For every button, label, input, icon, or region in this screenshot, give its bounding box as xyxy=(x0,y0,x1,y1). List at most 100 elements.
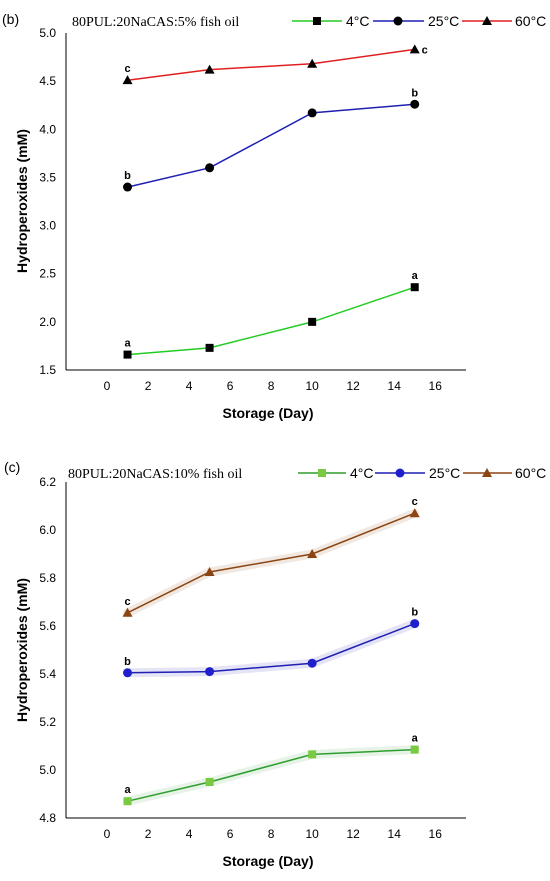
data-point-circle xyxy=(410,619,420,629)
y-tick-label: 6.0 xyxy=(39,523,56,537)
significance-label: a xyxy=(412,270,419,282)
data-point-circle xyxy=(307,658,317,668)
legend-label-25c-c: 25°C xyxy=(429,465,460,481)
y-tick-label: 5.6 xyxy=(39,619,56,633)
chart-title-b: 80PUL:20NaCAS:5% fish oil xyxy=(72,15,239,30)
data-point-triangle xyxy=(409,44,420,54)
significance-label: c xyxy=(422,44,428,56)
data-point-square xyxy=(205,778,214,786)
y-tick-label: 5.2 xyxy=(39,715,56,729)
series-line-circle xyxy=(127,103,415,188)
panel-label-c: (c) xyxy=(4,459,20,475)
y-tick-label: 3.5 xyxy=(39,170,56,184)
data-point-triangle xyxy=(409,508,420,518)
legend-label-4c-b: 4°C xyxy=(346,13,370,29)
x-tick-label: 10 xyxy=(305,379,319,393)
chart-panel-b: (b) 80PUL:20NaCAS:5% fish oil 4°C 25°C 6… xyxy=(2,11,546,421)
legend-b: 4°C 25°C 60°C xyxy=(292,13,546,29)
data-point-circle xyxy=(307,108,317,118)
significance-label: b xyxy=(124,170,131,182)
legend-label-60c-b: 60°C xyxy=(515,13,546,29)
y-tick-label: 4.8 xyxy=(39,811,56,825)
significance-label: c xyxy=(412,496,418,508)
plot-area-c: a a b b c c xyxy=(122,496,420,806)
x-axis-title-b: Storage (Day) xyxy=(222,405,313,421)
data-point-circle xyxy=(123,668,133,678)
data-point-triangle xyxy=(204,64,215,74)
x-tick-label: 2 xyxy=(145,379,152,393)
legend-marker-square-c xyxy=(318,469,326,477)
significance-label: b xyxy=(124,656,131,668)
series-halo-0 xyxy=(123,745,420,806)
x-tick-label: 2 xyxy=(145,827,152,841)
data-point-square xyxy=(410,745,419,754)
x-tick-label: 12 xyxy=(346,379,360,393)
data-point-circle xyxy=(123,182,133,192)
significance-label: c xyxy=(124,63,130,75)
x-tick-label: 14 xyxy=(388,379,402,393)
data-point-square xyxy=(123,797,132,806)
y-tick-label: 5.0 xyxy=(39,26,56,40)
legend-marker-triangle-b xyxy=(482,16,492,25)
data-point-triangle xyxy=(122,75,133,85)
significance-label: b xyxy=(411,607,418,619)
plot-area-b: a a b b c c xyxy=(122,44,428,359)
data-point-circle xyxy=(410,99,420,109)
series-line-triangle xyxy=(127,512,415,614)
x-tick-labels-b: 0 2 4 6 8 10 12 14 16 xyxy=(104,379,443,393)
series-line-circle xyxy=(127,622,415,674)
x-tick-label: 4 xyxy=(186,827,193,841)
legend-c: 4°C 25°C 60°C xyxy=(298,465,546,481)
x-tick-label: 16 xyxy=(429,827,443,841)
y-tick-label: 3.0 xyxy=(39,219,56,233)
series-halo-2 xyxy=(123,508,420,618)
x-tick-label: 12 xyxy=(346,827,360,841)
legend-label-60c-c: 60°C xyxy=(515,465,546,481)
y-tick-label: 4.5 xyxy=(39,74,56,88)
x-tick-label: 8 xyxy=(268,827,275,841)
data-point-triangle xyxy=(204,567,215,576)
data-point-triangle xyxy=(307,58,318,68)
series-halo-1 xyxy=(123,619,420,678)
data-point-square xyxy=(308,317,317,326)
y-tick-label: 4.0 xyxy=(39,122,56,136)
y-axis-title-b: Hydroperoxides (mM) xyxy=(14,129,30,273)
x-tick-label: 0 xyxy=(104,379,111,393)
x-tick-label: 14 xyxy=(388,827,402,841)
data-point-square xyxy=(205,343,214,352)
significance-label: a xyxy=(412,733,419,745)
data-point-triangle xyxy=(122,607,133,617)
y-tick-label: 1.5 xyxy=(39,363,56,377)
y-tick-label: 5.4 xyxy=(39,667,56,681)
y-tick-label: 5.8 xyxy=(39,571,56,585)
significance-label: a xyxy=(124,784,131,796)
x-tick-labels-c: 0 2 4 6 8 10 12 14 16 xyxy=(104,827,443,841)
significance-label: a xyxy=(124,338,131,350)
y-axis-title-c: Hydroperoxides (mM) xyxy=(14,578,30,722)
x-tick-label: 8 xyxy=(268,379,275,393)
y-tick-label: 5.0 xyxy=(39,763,56,777)
x-tick-label: 16 xyxy=(429,379,443,393)
panel-label-b: (b) xyxy=(2,11,19,27)
data-point-triangle xyxy=(307,549,318,558)
chart-panel-c: (c) 80PUL:20NaCAS:10% fish oil 4°C 25°C … xyxy=(4,459,546,869)
x-tick-label: 0 xyxy=(104,827,111,841)
y-tick-labels-c: 4.8 5.0 5.2 5.4 5.6 5.8 6.0 6.2 xyxy=(39,475,56,825)
y-tick-label: 2.0 xyxy=(39,315,56,329)
y-tick-labels-b: 1.5 2.0 2.5 3.0 3.5 4.0 4.5 5.0 xyxy=(39,26,56,377)
legend-label-25c-b: 25°C xyxy=(428,13,459,29)
series-line-square xyxy=(127,286,415,356)
significance-label: c xyxy=(124,596,130,608)
data-point-square xyxy=(308,750,317,759)
legend-label-4c-c: 4°C xyxy=(350,465,374,481)
x-tick-label: 10 xyxy=(305,827,319,841)
data-point-circle xyxy=(205,667,215,677)
y-tick-label: 6.2 xyxy=(39,475,56,489)
significance-label: b xyxy=(411,87,418,99)
legend-marker-circle-c xyxy=(395,468,405,478)
data-point-square xyxy=(410,283,419,292)
y-tick-label: 2.5 xyxy=(39,267,56,281)
x-tick-label: 6 xyxy=(227,379,234,393)
legend-marker-circle-b xyxy=(393,16,403,26)
